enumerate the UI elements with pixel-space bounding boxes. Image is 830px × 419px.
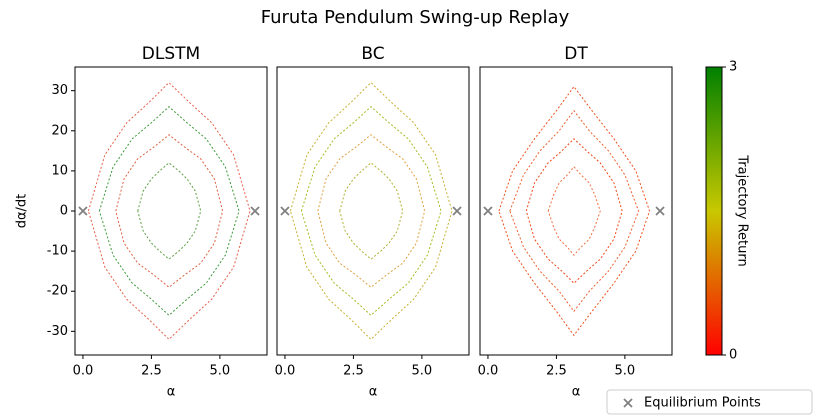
trajectory: [289, 81, 453, 341]
trajectory: [525, 138, 623, 284]
axes-frame: [479, 66, 673, 356]
equilibrium-point: [452, 206, 462, 216]
legend-box: [606, 389, 813, 415]
equilibrium-point: [78, 206, 88, 216]
equilibrium-point: [250, 206, 260, 216]
y-tick-label: -30: [47, 324, 68, 339]
trajectory: [115, 134, 224, 288]
legend-label: Equilibrium Points: [644, 396, 761, 411]
x-axis-label: α: [572, 385, 581, 400]
trajectory: [317, 134, 426, 288]
x-tick-label: 0.0: [73, 364, 94, 379]
trajectory: [547, 166, 601, 256]
trajectory: [300, 106, 442, 316]
panel-title: DLSTM: [142, 44, 200, 64]
axes-frame: [74, 66, 268, 356]
x-tick-label: 2.5: [343, 364, 364, 379]
y-tick-label: 10: [51, 163, 68, 178]
x-axis-label: α: [369, 385, 378, 400]
panel-title: DT: [564, 44, 588, 64]
y-tick-label: 20: [51, 123, 68, 138]
y-tick-label: -10: [47, 244, 68, 259]
y-axis-label: dα/dt: [15, 194, 30, 229]
colorbar: [705, 66, 723, 356]
colorbar-label: Trajectory Return: [735, 154, 750, 266]
colorbar-tick-label: 0: [729, 348, 737, 363]
trajectory: [509, 109, 640, 313]
legend-marker: [623, 398, 633, 408]
trajectory: [87, 81, 251, 341]
trajectory: [498, 85, 651, 337]
x-tick-label: 5.0: [210, 364, 231, 379]
x-tick-label: 5.0: [412, 364, 433, 379]
panel-title: BC: [361, 44, 384, 64]
x-tick-label: 0.0: [275, 364, 296, 379]
x-tick-label: 2.5: [546, 364, 567, 379]
y-tick-label: -20: [47, 284, 68, 299]
y-tick-label: 0: [60, 204, 68, 219]
equilibrium-point: [655, 206, 665, 216]
equilibrium-point: [280, 206, 290, 216]
x-tick-label: 2.5: [141, 364, 162, 379]
trajectory: [339, 162, 404, 260]
x-tick-label: 0.0: [478, 364, 499, 379]
axes-frame: [276, 66, 470, 356]
chart-title: Furuta Pendulum Swing-up Replay: [261, 7, 570, 28]
y-tick-label: 30: [51, 83, 68, 98]
equilibrium-point: [483, 206, 493, 216]
x-tick-label: 5.0: [615, 364, 636, 379]
trajectory: [98, 106, 240, 316]
x-axis-label: α: [167, 385, 176, 400]
colorbar-tick-label: 3: [729, 60, 737, 75]
trajectory: [137, 162, 202, 260]
